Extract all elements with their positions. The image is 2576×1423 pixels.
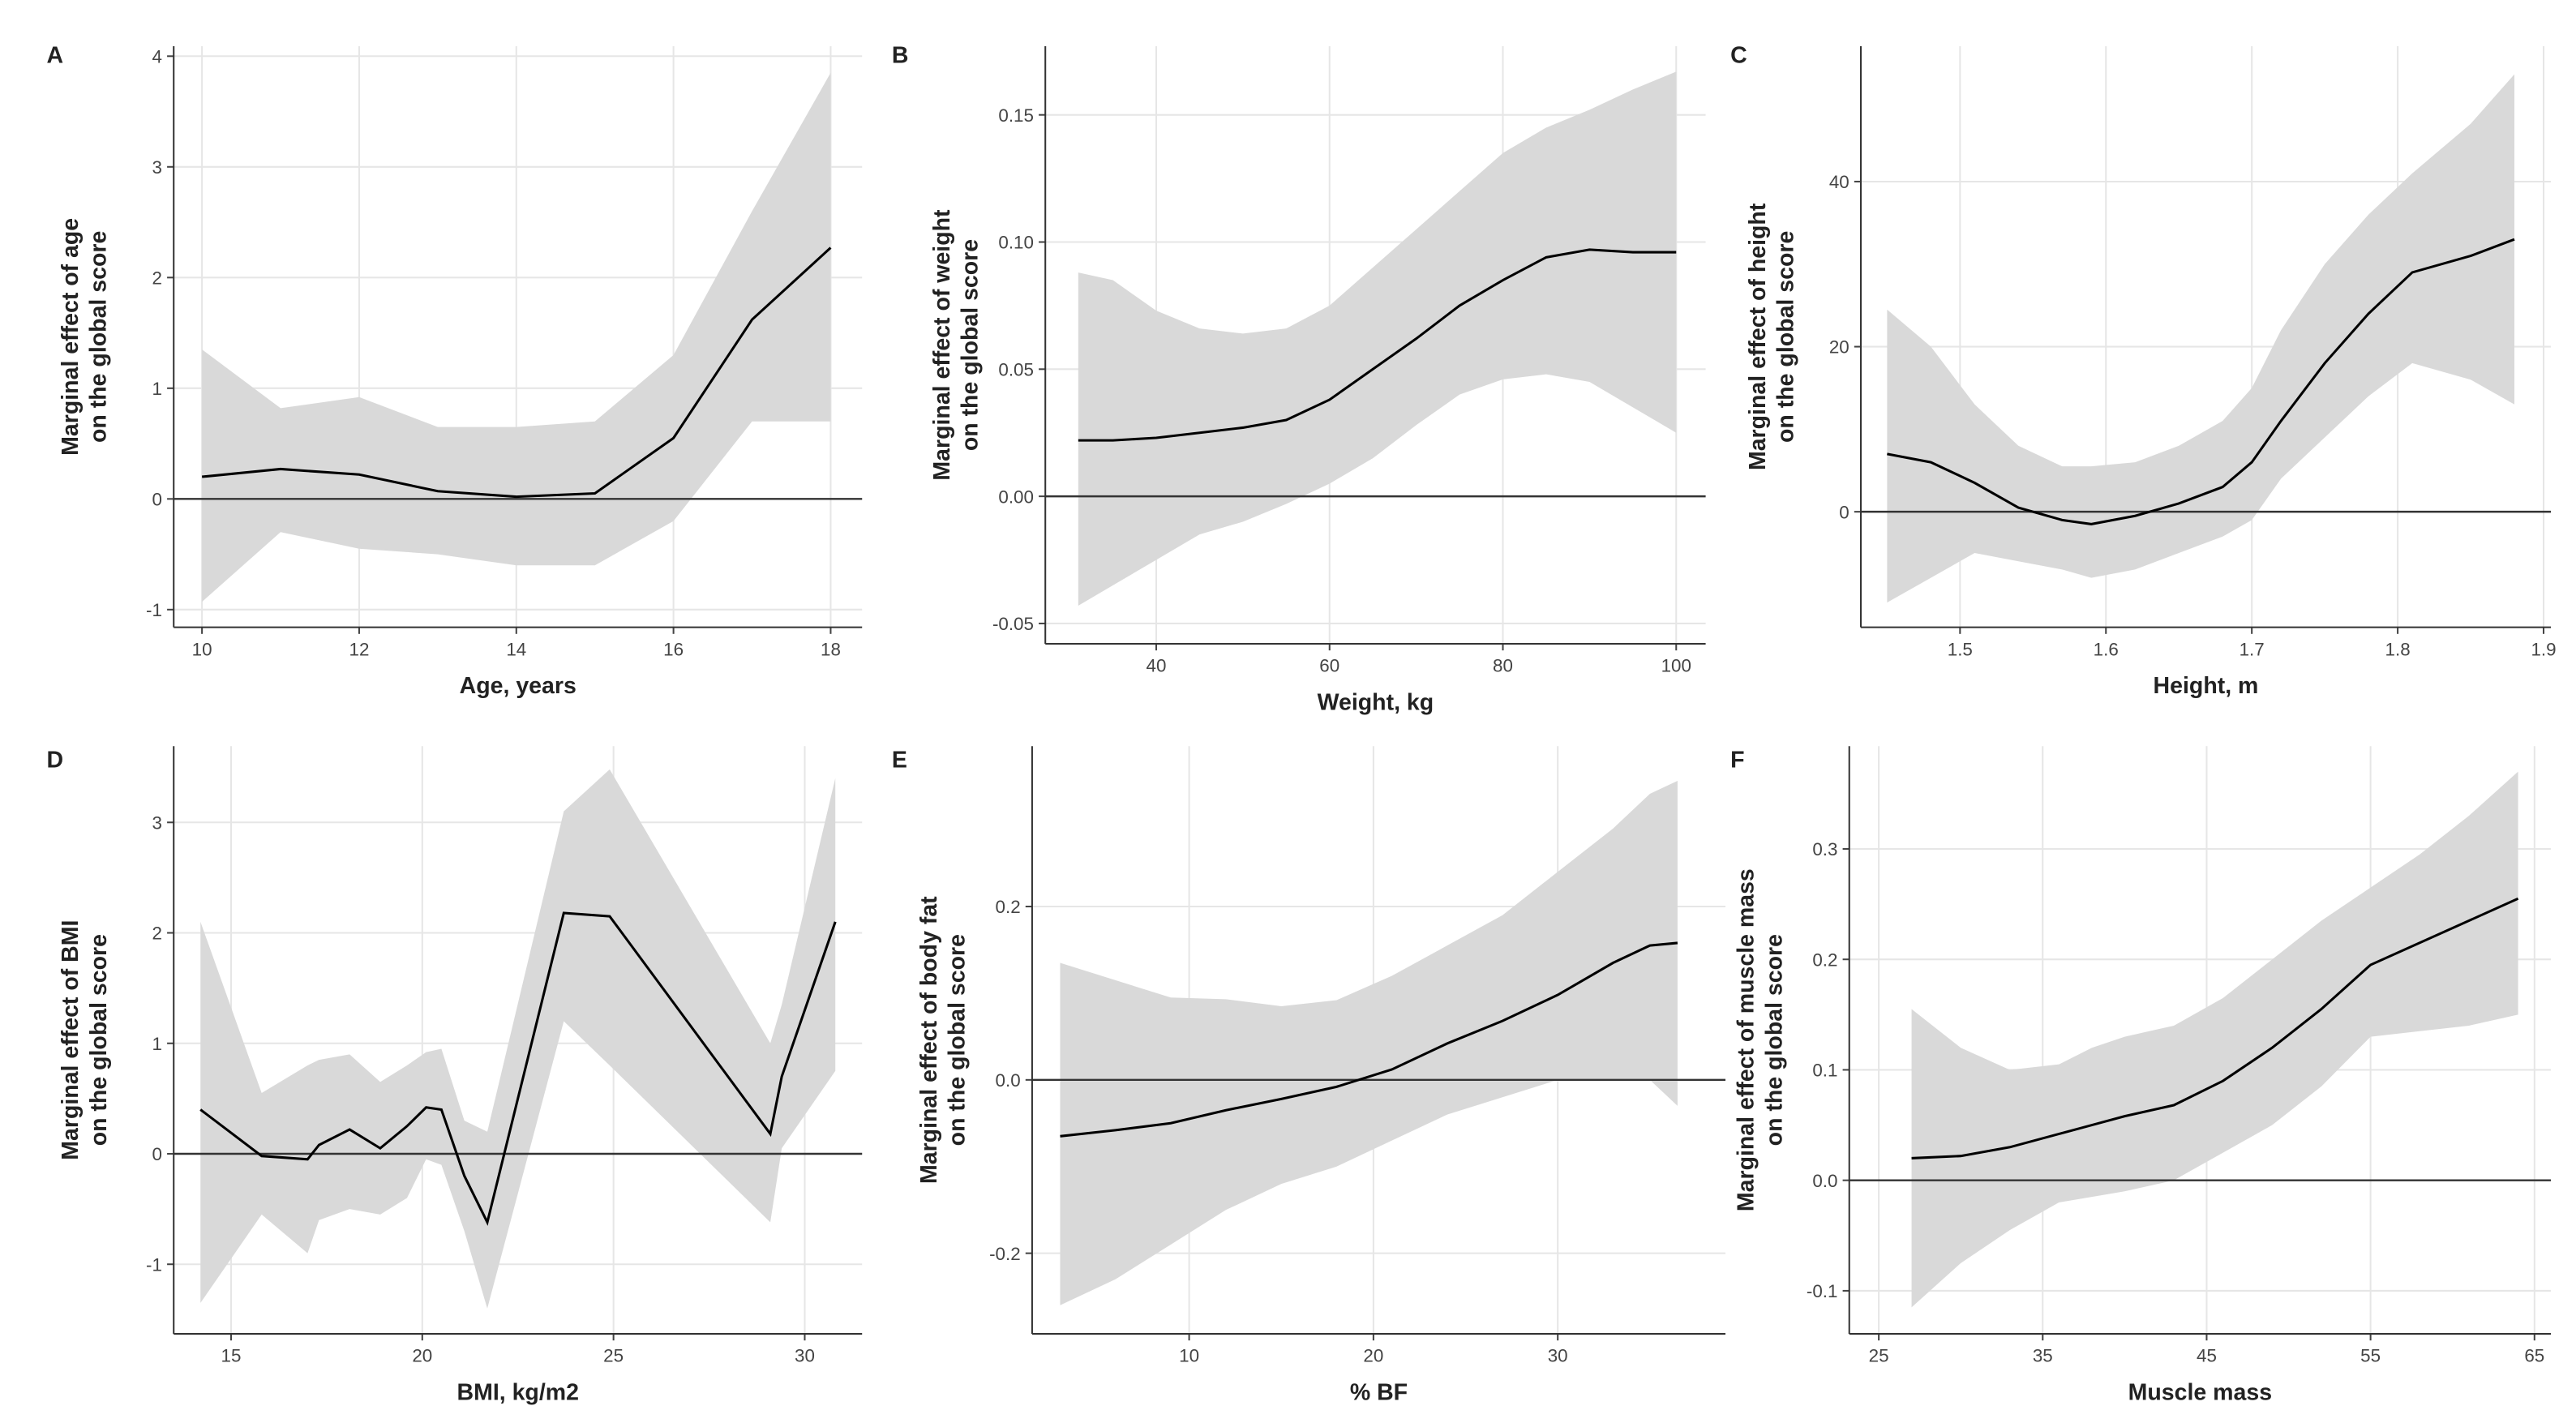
x-tick-label: 15 [221,1346,242,1366]
x-tick-label: 25 [603,1346,624,1366]
y-tick-label: 0.3 [1812,839,1837,859]
y-axis-title: Marginal effect of body fat [916,896,942,1184]
x-tick-label: 20 [412,1346,432,1366]
x-tick-label: 55 [2360,1346,2381,1366]
y-tick-label: -0.2 [989,1244,1021,1264]
y-tick-label: 0.00 [998,486,1034,507]
confidence-band [1911,771,2518,1308]
panel-label: F [1730,748,1744,774]
y-tick-label: 3 [152,157,162,178]
panel-label: E [892,748,907,774]
panel-label: B [892,42,909,68]
x-axis-title: Muscle mass [2128,1379,2272,1405]
y-tick-label: 0.10 [998,233,1034,253]
x-tick-label: 16 [663,639,684,659]
panel-label: C [1730,42,1747,68]
effect-line [201,246,832,499]
effect-line [1887,238,2515,525]
panel-label: D [46,748,63,774]
y-tick-label: 40 [1829,172,1849,192]
y-axis-title: Marginal effect of height [1745,203,1771,470]
x-tick-label: 35 [2033,1346,2053,1366]
x-tick-label: 1.6 [2094,639,2119,659]
x-tick-label: 12 [349,639,370,659]
y-axis-title: on the global score [958,239,984,451]
y-axis-title: on the global score [86,934,112,1146]
y-tick-label: 1 [152,1034,162,1054]
x-tick-label: 30 [795,1346,815,1366]
y-tick-label: 0 [1839,502,1849,522]
y-tick-label: 2 [152,268,162,288]
effect-line [1078,248,1677,442]
x-tick-label: 18 [821,639,841,659]
confidence-band [1887,74,2515,603]
y-tick-label: 0 [152,489,162,509]
x-axis-title: % BF [1350,1379,1408,1405]
y-axis-title: Marginal effect of muscle mass [1734,868,1759,1211]
y-tick-label: 0.2 [996,897,1021,917]
effect-line [1060,941,1678,1138]
y-axis-title: on the global score [1773,231,1799,443]
x-tick-label: 1.5 [1948,639,1973,659]
y-tick-label: -0.05 [992,614,1034,634]
confidence-band [1060,781,1678,1305]
y-axis-title: Marginal effect of age [58,218,84,456]
y-tick-label: 0.0 [996,1070,1021,1091]
y-tick-label: 0 [152,1144,162,1164]
x-tick-label: 14 [506,639,526,659]
x-tick-label: 1.7 [2240,639,2265,659]
x-tick-label: 100 [1661,656,1691,676]
y-tick-label: 1 [152,379,162,399]
x-tick-label: 80 [1493,656,1513,676]
x-tick-label: 65 [2524,1346,2544,1366]
y-tick-label: 0.0 [1812,1171,1837,1191]
y-axis-title: on the global score [944,934,970,1146]
y-axis-title: Marginal effect of BMI [58,920,84,1160]
x-axis-title: Age, years [460,673,576,699]
x-tick-label: 40 [1147,656,1167,676]
y-tick-label: -1 [146,1254,162,1275]
x-tick-label: 10 [1179,1346,1199,1366]
x-tick-label: 60 [1319,656,1339,676]
y-tick-label: 0.2 [1812,949,1837,970]
y-axis-title: on the global score [86,231,112,443]
y-tick-label: -1 [146,600,162,620]
confidence-band [1078,71,1677,606]
x-tick-label: 1.8 [2385,639,2411,659]
confidence-band [202,72,831,602]
x-tick-label: 10 [192,639,212,659]
y-tick-label: 0.05 [998,359,1034,379]
y-tick-label: 20 [1829,337,1849,358]
x-axis-title: Height, m [2154,673,2259,699]
y-tick-label: 3 [152,812,162,833]
effect-line [1911,897,2519,1159]
x-tick-label: 30 [1548,1346,1568,1366]
x-axis-title: BMI, kg/m2 [456,1379,578,1405]
effect-line [199,911,837,1226]
y-tick-label: 2 [152,924,162,944]
x-tick-label: 1.9 [2531,639,2556,659]
y-tick-label: -0.1 [1807,1281,1838,1301]
y-tick-label: 4 [152,46,162,66]
y-tick-label: 0.15 [998,105,1034,126]
x-tick-label: 25 [1869,1346,1889,1366]
y-tick-label: 0.1 [1812,1061,1837,1081]
x-tick-label: 45 [2197,1346,2217,1366]
y-axis-title: Marginal effect of weight [929,209,955,481]
x-axis-title: Weight, kg [1318,689,1434,715]
panel-label: A [46,42,63,68]
x-tick-label: 20 [1363,1346,1383,1366]
y-axis-title: on the global score [1761,934,1787,1146]
confidence-band [200,769,836,1309]
